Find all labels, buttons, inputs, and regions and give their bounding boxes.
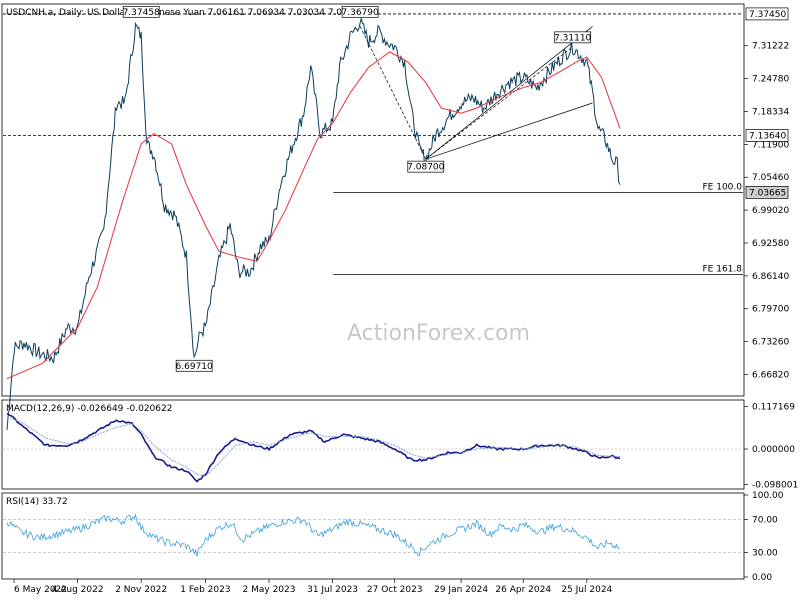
annotation-label-0: 7.37458 (123, 8, 160, 18)
y-axis-labels: 7.31222 7.24780 7.18334 7.11900 7.05460 6.990… (744, 7, 798, 583)
annotation-label-1: 7.36790 (342, 8, 379, 18)
chart-title: USDCNH.a, Daily: US Dollar vs Chinese Yu… (6, 8, 365, 18)
price-series (6, 18, 621, 430)
annotation-box-2 (554, 31, 592, 44)
x-tick-label-2: 2 Nov 2022 (115, 585, 167, 595)
level-badge-label-1: 7.13640 (749, 131, 786, 141)
main-y-tick-label-0: 7.31222 (752, 42, 789, 52)
level-badge-label-0: 7.37450 (749, 10, 786, 20)
main-y-tick-label-1: 7.24780 (752, 75, 789, 85)
main-y-tick-label-4: 7.05460 (752, 173, 789, 183)
annotation-box-1 (341, 5, 379, 18)
macd-y-tick-label-1: 0.000000 (752, 445, 795, 455)
moving-average-line (6, 51, 621, 380)
x-tick-label-8: 26 Apr 2024 (495, 585, 551, 595)
rsi-y-tick-label-0: 100.00 (752, 491, 784, 501)
x-tick-label-7: 29 Jan 2024 (434, 585, 488, 595)
rsi-y-tick-label-2: 30.00 (752, 548, 778, 558)
macd-line (6, 412, 621, 483)
x-tick-label-9: 25 Jul 2024 (561, 585, 612, 595)
x-tick-label-5: 31 Jul 2023 (307, 585, 358, 595)
main-y-tick-label-7: 6.86140 (752, 272, 789, 282)
x-tick-label-4: 2 May 2023 (243, 585, 296, 595)
x-tick-label-6: 27 Oct 2023 (367, 585, 423, 595)
rsi-title: RSI(14) 33.72 (6, 497, 68, 507)
macd-signal-line (6, 416, 621, 477)
level-label-2: FE 100.0 (703, 182, 743, 192)
x-tick-label-3: 1 Feb 2023 (180, 585, 230, 595)
main-y-tick-label-3: 7.11900 (752, 140, 789, 150)
main-y-tick-label-10: 6.66820 (752, 370, 789, 380)
price-line (6, 18, 621, 430)
level-badge-label-2: 7.03665 (749, 188, 786, 198)
macd-panel-frame (1, 399, 745, 490)
x-tick-label-1: 4 Aug 2022 (52, 585, 104, 595)
rsi-series (3, 513, 743, 557)
x-tick-label-0: 6 May 2022 (14, 585, 67, 595)
main-y-tick-label-9: 6.73260 (752, 338, 789, 348)
annotation-label-2: 7.31110 (554, 33, 591, 43)
main-y-tick-label-2: 7.18334 (752, 108, 789, 118)
macd-title: MACD(12,26,9) -0.026649 -0.020622 (6, 404, 172, 414)
level-badge-0 (745, 7, 789, 21)
macd-y-tick-label-2: -0.098001 (752, 480, 798, 490)
main-panel-frame (1, 3, 745, 397)
channel-line-1 (425, 102, 593, 160)
rsi-y-tick-label-1: 70.00 (752, 516, 778, 526)
rsi-y-tick-label-3: 0.00 (752, 573, 772, 583)
level-label-3: FE 161.8 (703, 265, 743, 275)
price-annotations: 7.37458 7.36790 7.31110 7.08700 6.69710 (122, 5, 592, 372)
main-y-tick-label-6: 6.92580 (752, 239, 789, 249)
main-y-tick-label-8: 6.79700 (752, 305, 789, 315)
watermark: ActionForex.com (347, 321, 530, 346)
annotation-label-3: 7.08700 (407, 163, 444, 173)
annotation-label-4: 6.69710 (176, 362, 213, 372)
annotation-box-3 (407, 160, 445, 173)
level-badge-1 (745, 129, 789, 142)
rsi-panel-frame (1, 492, 745, 580)
main-y-tick-label-5: 6.99020 (752, 206, 789, 216)
annotation-box-4 (175, 359, 213, 372)
annotation-box-0 (122, 5, 160, 18)
connector-line-1 (425, 46, 573, 160)
rsi-line (6, 513, 621, 557)
macd-y-tick-label-0: 0.117169 (752, 403, 795, 413)
macd-series (3, 412, 743, 483)
level-badge-2 (745, 185, 789, 199)
